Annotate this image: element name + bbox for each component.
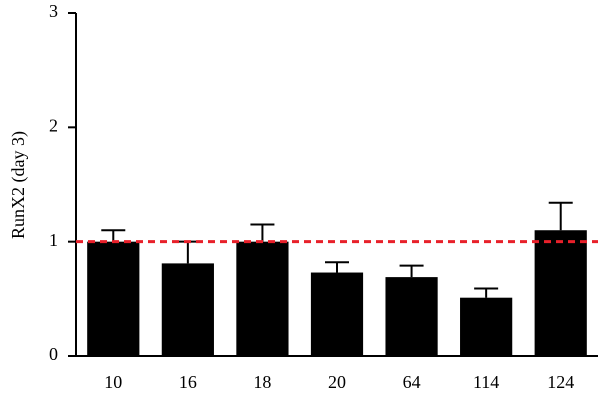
x-tick-label: 64	[403, 372, 421, 392]
bar	[236, 241, 289, 356]
error-bar	[399, 264, 424, 278]
error-bar	[548, 201, 573, 231]
error-bar	[175, 240, 200, 264]
bar	[460, 297, 513, 356]
bar	[385, 277, 438, 356]
y-axis-label: RunX2 (day 3)	[8, 131, 29, 239]
x-tick-label: 20	[328, 372, 346, 392]
error-bar	[101, 229, 126, 242]
error-bar	[250, 223, 275, 242]
y-tick-label: 0	[49, 344, 58, 364]
x-tick-label: 18	[253, 372, 271, 392]
bar	[161, 263, 214, 356]
x-tick-label: 124	[547, 372, 574, 392]
y-tick-label: 3	[49, 1, 58, 21]
bar	[534, 230, 587, 356]
error-bar	[325, 261, 349, 273]
bar	[87, 241, 140, 356]
error-bar	[474, 287, 499, 298]
x-tick-label: 114	[473, 372, 499, 392]
y-tick-label: 1	[49, 230, 58, 250]
y-tick-label: 2	[49, 115, 58, 135]
x-tick-label: 16	[179, 372, 197, 392]
bar	[310, 272, 364, 356]
x-tick-label: 10	[104, 372, 122, 392]
